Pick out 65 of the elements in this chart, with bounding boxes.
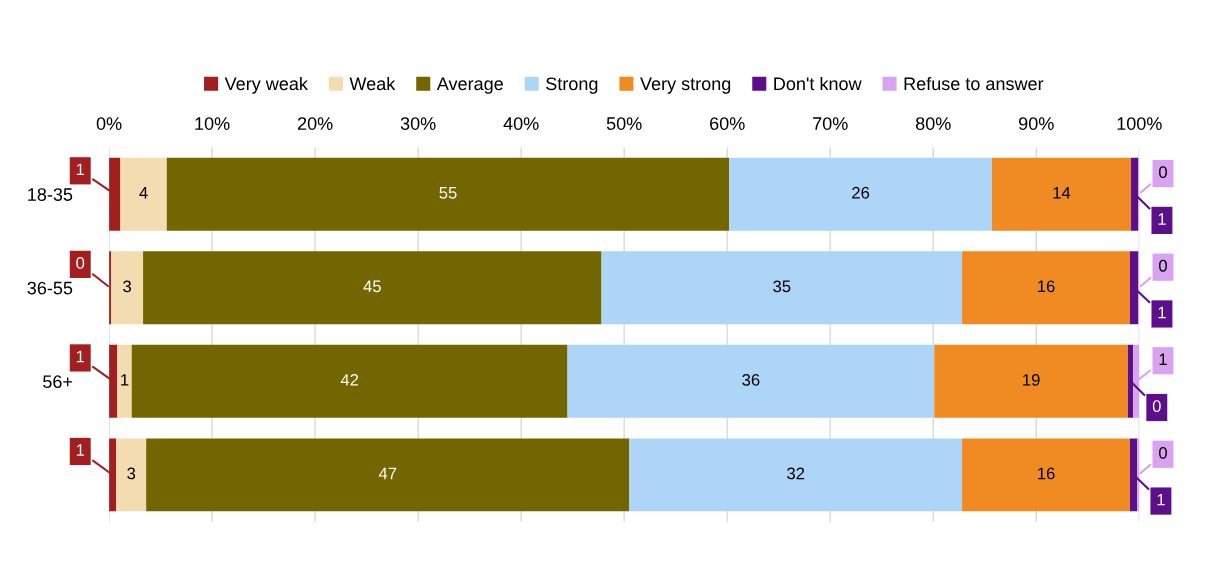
data-label: 32 xyxy=(787,467,805,480)
bar xyxy=(120,157,167,231)
bar xyxy=(116,438,147,512)
x-tick-label: 40% xyxy=(503,117,539,130)
y-tick-label: 18-35 xyxy=(28,188,73,201)
x-tick-label: 80% xyxy=(915,117,951,130)
bar xyxy=(143,251,602,325)
bar xyxy=(962,251,1131,325)
bar xyxy=(934,344,1128,418)
bar xyxy=(117,344,132,418)
legend-label: Weak xyxy=(349,76,396,91)
data-label: 42 xyxy=(340,373,359,386)
data-label: 3 xyxy=(123,280,132,293)
data-label: 1 xyxy=(1159,353,1167,366)
data-label: 1 xyxy=(121,374,129,386)
bar xyxy=(601,251,963,325)
data-label: 14 xyxy=(1053,187,1071,199)
x-tick-label: 0% xyxy=(96,117,122,130)
data-label: 0 xyxy=(76,257,85,269)
data-label: 26 xyxy=(852,186,870,199)
bar xyxy=(131,344,568,418)
data-label: 0 xyxy=(1158,166,1167,179)
legend-label: Very strong xyxy=(640,77,731,94)
data-label: 16 xyxy=(1038,280,1055,293)
data-label: 35 xyxy=(773,280,791,293)
data-label: 55 xyxy=(439,187,457,199)
legend-label: Strong xyxy=(546,77,598,94)
legend-label: Don't know xyxy=(774,76,862,91)
data-label: 0 xyxy=(1152,400,1161,412)
x-tick-label: 50% xyxy=(606,117,642,130)
data-label: 1 xyxy=(76,350,85,363)
bar xyxy=(111,251,144,325)
data-label: 36 xyxy=(742,373,760,386)
data-label: 0 xyxy=(1158,259,1167,272)
x-tick-label: 100% xyxy=(1117,117,1162,130)
data-label: 1 xyxy=(76,444,85,456)
bar xyxy=(962,438,1131,512)
data-label: 1 xyxy=(1157,493,1165,506)
data-label: 1 xyxy=(76,163,85,176)
legend-label: Very weak xyxy=(224,76,308,94)
bar xyxy=(166,157,730,231)
x-tick-label: 10% xyxy=(195,117,230,130)
y-tick-label: 56+ xyxy=(43,375,73,389)
data-label: 47 xyxy=(378,467,397,480)
data-label: 45 xyxy=(363,280,381,293)
data-label: 0 xyxy=(1158,446,1167,459)
data-label: 4 xyxy=(139,187,148,199)
data-label: 1 xyxy=(1158,306,1166,319)
data-label: 19 xyxy=(1023,373,1040,386)
x-tick-label: 90% xyxy=(1019,117,1054,130)
x-tick-label: 60% xyxy=(710,117,745,130)
bar xyxy=(567,344,935,418)
bar xyxy=(146,438,630,512)
y-tick-label: 36-55 xyxy=(27,281,73,295)
data-label: 3 xyxy=(127,467,136,480)
x-tick-label: 20% xyxy=(297,117,333,130)
legend-label: Refuse to answer xyxy=(904,76,1044,91)
data-label: 1 xyxy=(1158,213,1166,225)
bar xyxy=(629,438,963,512)
bar xyxy=(991,157,1132,231)
legend-label: Average xyxy=(436,77,503,94)
bar xyxy=(729,157,992,231)
x-tick-label: 30% xyxy=(400,117,436,130)
x-tick-label: 70% xyxy=(813,117,848,130)
data-label: 16 xyxy=(1038,467,1055,480)
